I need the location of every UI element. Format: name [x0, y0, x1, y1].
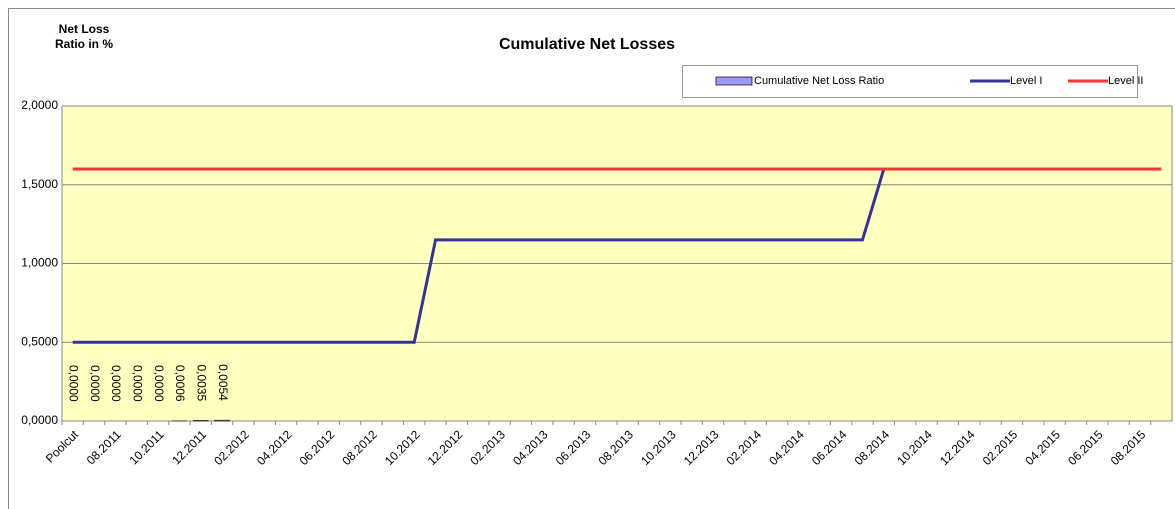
data-label: 0,0035: [195, 364, 209, 401]
data-label: 0,0000: [109, 365, 123, 402]
y-tick-label: 1,5000: [21, 177, 58, 191]
chart-title: Cumulative Net Losses: [499, 36, 675, 53]
data-label: 0,0054: [216, 364, 230, 401]
y-tick-label: 2,0000: [21, 98, 58, 112]
y-axis-title: Net Loss Ratio in %: [54, 22, 113, 51]
data-label: 0,0000: [131, 365, 145, 402]
data-label: 0,0006: [173, 365, 187, 402]
legend-label: Level II: [1108, 75, 1143, 87]
bar: [193, 420, 209, 422]
bar: [214, 419, 230, 422]
legend-label: Cumulative Net Loss Ratio: [754, 75, 884, 87]
data-label: 0,0000: [67, 365, 81, 402]
y-tick-label: 0,0000: [21, 413, 58, 427]
y-tick-label: 1,0000: [21, 256, 58, 270]
data-label: 0,0000: [152, 365, 166, 402]
data-label: 0,0000: [88, 365, 102, 402]
legend-label: Level I: [1010, 75, 1042, 87]
legend-swatch: [715, 76, 753, 86]
y-tick-label: 0,5000: [21, 334, 58, 348]
legend-box: [682, 65, 1138, 98]
